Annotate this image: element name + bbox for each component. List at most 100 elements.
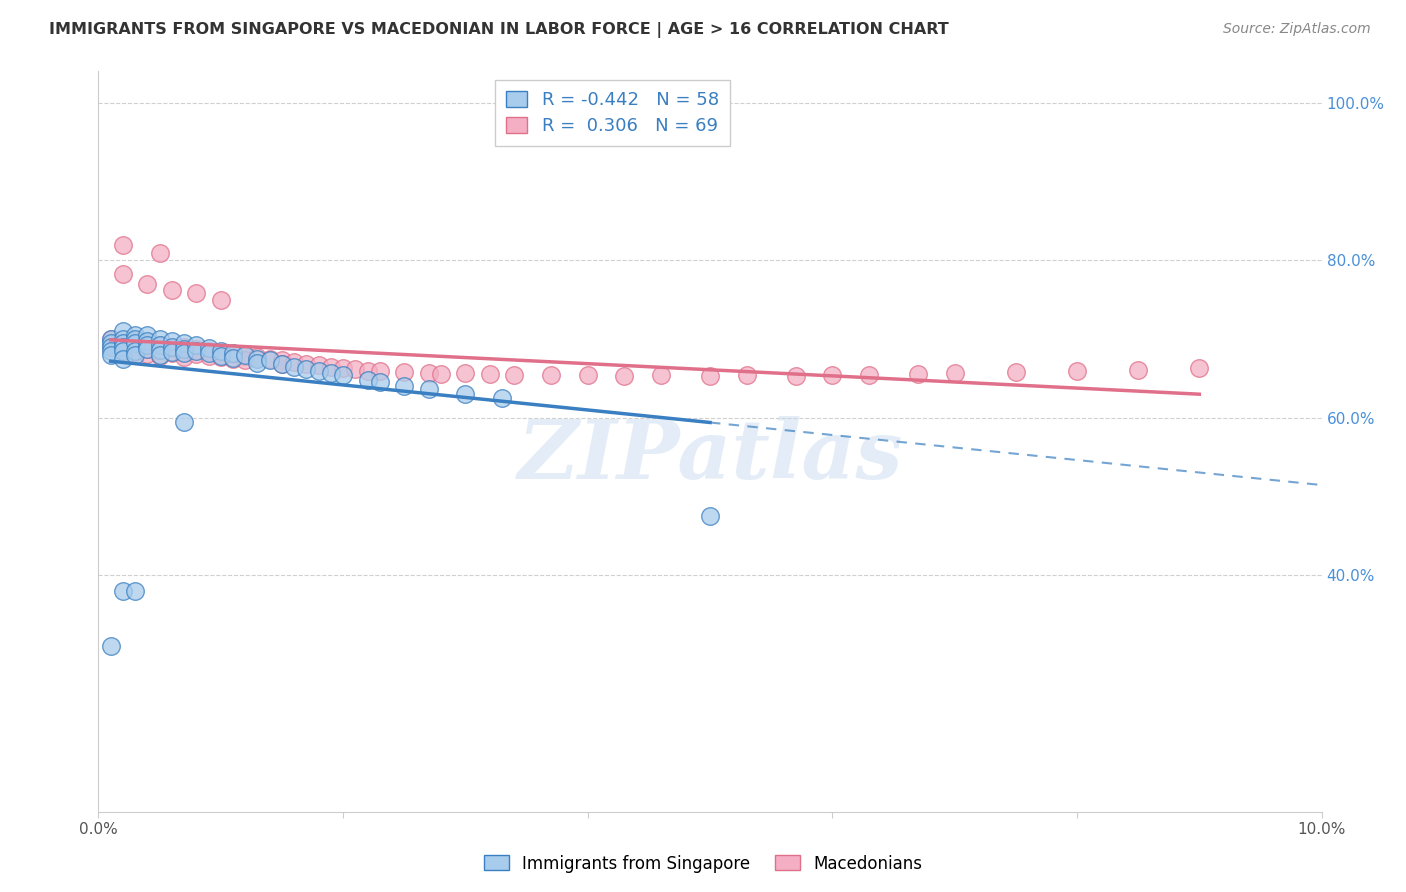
Point [699, 369, 721, 384]
Point [650, 368, 672, 383]
Point [124, 334, 146, 348]
Point [149, 337, 172, 351]
Point [319, 366, 342, 380]
Point [392, 379, 416, 393]
Point [149, 348, 172, 362]
Point [149, 332, 172, 346]
Point [503, 368, 526, 382]
Point [308, 364, 330, 378]
Point [430, 367, 453, 381]
Point [111, 238, 134, 252]
Point [136, 343, 159, 357]
Point [418, 366, 440, 380]
Point [368, 376, 391, 390]
Point [943, 366, 966, 380]
Point [197, 349, 219, 363]
Point [100, 340, 122, 354]
Point [186, 343, 208, 358]
Legend: R = -0.442   N = 58, R =  0.306   N = 69: R = -0.442 N = 58, R = 0.306 N = 69 [495, 80, 730, 145]
Point [124, 339, 146, 353]
Point [124, 344, 146, 359]
Point [270, 357, 292, 371]
Point [149, 343, 172, 358]
Point [136, 328, 159, 343]
Point [319, 359, 342, 374]
Point [124, 343, 146, 358]
Point [233, 348, 256, 362]
Point [100, 332, 122, 346]
Point [160, 345, 183, 359]
Point [540, 368, 562, 382]
Point [1004, 365, 1026, 379]
Point [173, 336, 195, 351]
Point [735, 368, 758, 383]
Point [197, 346, 219, 360]
Point [197, 343, 219, 358]
Point [111, 336, 134, 351]
Point [478, 367, 501, 381]
Point [160, 344, 183, 359]
Point [111, 340, 134, 354]
Point [173, 351, 195, 365]
Point [136, 336, 159, 351]
Point [124, 336, 146, 351]
Point [209, 349, 232, 363]
Point [454, 387, 477, 401]
Point [100, 332, 122, 346]
Point [222, 351, 245, 366]
Point [173, 415, 195, 429]
Point [259, 351, 281, 366]
Point [173, 340, 195, 354]
Point [356, 364, 378, 378]
Point [392, 365, 416, 379]
Point [222, 346, 245, 360]
Point [907, 367, 929, 381]
Point [418, 382, 440, 396]
Point [160, 341, 183, 355]
Text: IMMIGRANTS FROM SINGAPORE VS MACEDONIAN IN LABOR FORCE | AGE > 16 CORRELATION CH: IMMIGRANTS FROM SINGAPORE VS MACEDONIAN … [49, 22, 949, 38]
Point [111, 324, 134, 338]
Point [209, 293, 232, 307]
Point [1188, 361, 1211, 376]
Point [368, 364, 391, 378]
Text: ZIPatlas: ZIPatlas [517, 417, 903, 496]
Point [136, 337, 159, 351]
Point [124, 332, 146, 346]
Point [332, 361, 354, 376]
Point [259, 353, 281, 368]
Point [186, 347, 208, 361]
Point [222, 351, 245, 365]
Point [149, 338, 172, 352]
Point [576, 368, 599, 383]
Point [149, 343, 172, 358]
Point [821, 368, 844, 382]
Point [332, 368, 354, 382]
Point [699, 509, 721, 524]
Point [124, 348, 146, 362]
Point [100, 343, 122, 358]
Point [111, 351, 134, 366]
Point [209, 345, 232, 359]
Point [222, 347, 245, 361]
Point [149, 349, 172, 363]
Point [858, 368, 880, 382]
Point [111, 267, 134, 281]
Point [186, 343, 208, 357]
Point [136, 347, 159, 361]
Point [136, 277, 159, 291]
Point [136, 334, 159, 348]
Point [100, 336, 122, 351]
Point [295, 357, 318, 371]
Point [111, 332, 134, 346]
Point [173, 342, 195, 356]
Point [246, 351, 269, 365]
Point [111, 343, 134, 358]
Legend: Immigrants from Singapore, Macedonians: Immigrants from Singapore, Macedonians [477, 848, 929, 880]
Point [491, 391, 513, 405]
Point [124, 584, 146, 599]
Point [197, 341, 219, 355]
Point [209, 343, 232, 358]
Point [111, 347, 134, 361]
Point [149, 245, 172, 260]
Point [283, 355, 305, 369]
